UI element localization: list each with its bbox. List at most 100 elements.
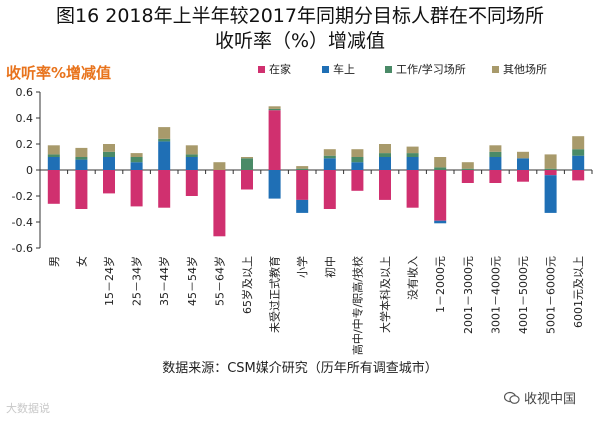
bar-series-other [185, 145, 198, 155]
bar-series-other [461, 162, 474, 169]
x-tick-label: 45－54岁 [185, 256, 199, 306]
bar-series-home [434, 170, 447, 221]
y-tick-label: 0.4 [16, 112, 34, 125]
bar-series-home [47, 170, 60, 204]
bar-series-work [406, 153, 419, 157]
bar-series-car [130, 162, 143, 170]
legend-label-series-car: 车上 [333, 62, 355, 76]
watermark-logo-text: 大数据说 [6, 402, 50, 415]
bar-series-other [103, 144, 115, 152]
bar-series-car [323, 158, 336, 170]
bar-series-work [103, 151, 115, 157]
bar-series-home [406, 170, 419, 208]
bar-series-car [185, 157, 198, 170]
bar-series-work [434, 167, 447, 170]
legend-label-series-other: 其他场所 [503, 62, 547, 76]
x-tick-label: 1－2000元 [434, 256, 447, 313]
bar-series-car [489, 157, 502, 170]
bar-series-work [75, 157, 88, 160]
x-tick-label: 小学 [295, 256, 309, 278]
bar-series-home [158, 170, 171, 208]
legend-label-series-home: 在家 [269, 62, 291, 76]
y-tick-label: -0.2 [12, 190, 33, 203]
bar-series-car [268, 170, 281, 199]
bar-series-home [489, 170, 502, 183]
bar-series-work [489, 151, 502, 157]
x-tick-label: 初中 [323, 256, 337, 278]
bar-series-other [406, 146, 419, 154]
bar-series-home [213, 170, 226, 237]
bar-series-home [323, 170, 336, 209]
x-tick-label: 大学本科及以上 [378, 256, 392, 333]
bar-series-home [544, 170, 557, 176]
bar-series-car [544, 175, 557, 213]
bar-series-other [489, 145, 502, 152]
bar-series-home [351, 170, 364, 191]
bar-series-car [103, 157, 115, 170]
x-tick-label: 未受过正式教育 [268, 256, 282, 333]
bar-series-other [323, 149, 336, 156]
bar-series-work [351, 157, 364, 163]
bar-series-work [379, 153, 391, 157]
x-tick-label: 2001－3000元 [462, 256, 475, 334]
x-tick-label: 4001－5000元 [517, 256, 530, 334]
legend-swatch-series-home [258, 66, 265, 73]
y-tick-label: -0.6 [12, 242, 33, 255]
bar-series-work [544, 168, 557, 170]
bar-series-car [572, 155, 585, 170]
y-tick-label: 0 [26, 164, 33, 177]
bar-series-other [241, 157, 253, 159]
bar-series-work [572, 149, 585, 156]
data-source-note: 数据来源：CSM媒介研究（历年所有调查城市） [162, 361, 438, 376]
bar-series-other [75, 147, 88, 157]
x-tick-label: 15－24岁 [102, 256, 116, 306]
x-tick-label: 55－64岁 [212, 256, 226, 306]
bar-series-other [379, 144, 391, 154]
bar-series-home [572, 170, 585, 181]
chart-title: 图16 2018年上半年较2017年同期分目标人群在不同场所 收听率（%）增减值 [0, 4, 600, 54]
bar-series-home [268, 110, 281, 170]
bar-series-home [75, 170, 88, 209]
bar-series-home [185, 170, 198, 196]
x-tick-label: 高中/中专/职高/技校 [350, 256, 364, 355]
bar-series-car [379, 157, 391, 170]
x-tick-label: 5001－6000元 [545, 256, 558, 334]
y-tick-label: 0.6 [16, 86, 34, 99]
bar-series-home [296, 170, 309, 200]
x-tick-label: 25－34岁 [130, 256, 144, 306]
bar-series-work [130, 157, 143, 163]
bar-series-other [158, 127, 171, 139]
wechat-icon [503, 391, 520, 404]
bar-series-car [47, 157, 60, 170]
bar-series-work [461, 168, 474, 170]
bar-series-car [296, 199, 309, 213]
bar-series-other [47, 145, 60, 155]
bar-series-work [241, 158, 253, 170]
legend-swatch-series-car [322, 66, 329, 73]
x-tick-label: 65岁及以上 [240, 256, 254, 314]
legend-label-series-work: 工作/学习场所 [396, 62, 466, 76]
bar-series-other [296, 166, 309, 169]
x-tick-label: 男 [48, 256, 61, 267]
bar-series-home [241, 170, 253, 190]
bar-series-car [406, 157, 419, 170]
x-tick-label: 女 [74, 256, 88, 267]
bar-series-work [158, 138, 171, 142]
bar-series-home [130, 170, 143, 207]
x-tick-label: 6001元及以上 [572, 256, 585, 328]
bar-series-car [351, 162, 364, 170]
wechat-account-name: 收视中国 [523, 392, 576, 407]
bar-series-work [296, 168, 309, 170]
bar-series-work [47, 154, 60, 157]
chart-title-line2: 收听率（%）增减值 [214, 30, 386, 52]
bar-series-car [158, 141, 171, 170]
x-tick-label: 没有收入 [406, 256, 420, 300]
y-axis-title: 收听率%增减值 [6, 64, 112, 82]
bar-series-other [434, 157, 447, 168]
bar-series-other [544, 154, 557, 169]
bar-series-other [268, 106, 281, 109]
bar-series-home [461, 170, 474, 183]
legend-swatch-series-other [492, 66, 499, 73]
bar-series-other [572, 136, 585, 150]
